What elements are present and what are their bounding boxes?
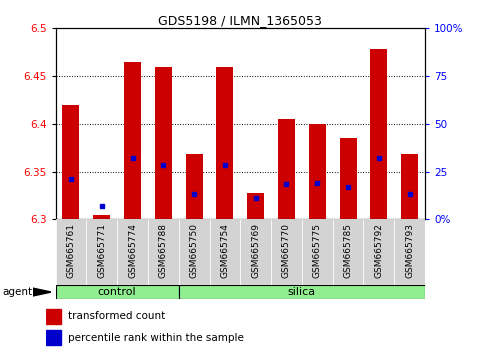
Bar: [56, 285, 179, 299]
Bar: [56, 219, 86, 285]
Bar: [370, 49, 387, 219]
Text: percentile rank within the sample: percentile rank within the sample: [68, 332, 244, 343]
Text: GSM665769: GSM665769: [251, 223, 260, 278]
Bar: [278, 119, 295, 219]
Bar: [394, 219, 425, 285]
Bar: [271, 219, 302, 285]
Text: GSM665771: GSM665771: [97, 223, 106, 278]
Bar: [46, 309, 61, 324]
Text: GSM665788: GSM665788: [159, 223, 168, 278]
Bar: [62, 105, 79, 219]
Bar: [333, 219, 364, 285]
Bar: [340, 138, 356, 219]
Bar: [210, 219, 240, 285]
Bar: [46, 330, 61, 345]
Bar: [364, 219, 394, 285]
Bar: [93, 215, 110, 219]
Text: GSM665793: GSM665793: [405, 223, 414, 278]
Text: silica: silica: [288, 287, 316, 297]
Bar: [401, 154, 418, 219]
Bar: [240, 219, 271, 285]
Text: control: control: [98, 287, 136, 297]
Bar: [124, 62, 141, 219]
Text: GSM665774: GSM665774: [128, 223, 137, 278]
Text: transformed count: transformed count: [68, 311, 165, 321]
Text: GSM665775: GSM665775: [313, 223, 322, 278]
Bar: [216, 67, 233, 219]
Bar: [309, 124, 326, 219]
Bar: [86, 219, 117, 285]
Bar: [148, 219, 179, 285]
Bar: [179, 285, 425, 299]
Bar: [247, 193, 264, 219]
Text: GSM665785: GSM665785: [343, 223, 353, 278]
Polygon shape: [33, 288, 51, 296]
Title: GDS5198 / ILMN_1365053: GDS5198 / ILMN_1365053: [158, 14, 322, 27]
Text: GSM665750: GSM665750: [190, 223, 199, 278]
Bar: [302, 219, 333, 285]
Text: GSM665792: GSM665792: [374, 223, 384, 278]
Bar: [179, 219, 210, 285]
Text: GSM665770: GSM665770: [282, 223, 291, 278]
Bar: [185, 154, 202, 219]
Bar: [155, 67, 172, 219]
Bar: [117, 219, 148, 285]
Text: agent: agent: [2, 287, 32, 297]
Text: GSM665761: GSM665761: [67, 223, 75, 278]
Text: GSM665754: GSM665754: [220, 223, 229, 278]
